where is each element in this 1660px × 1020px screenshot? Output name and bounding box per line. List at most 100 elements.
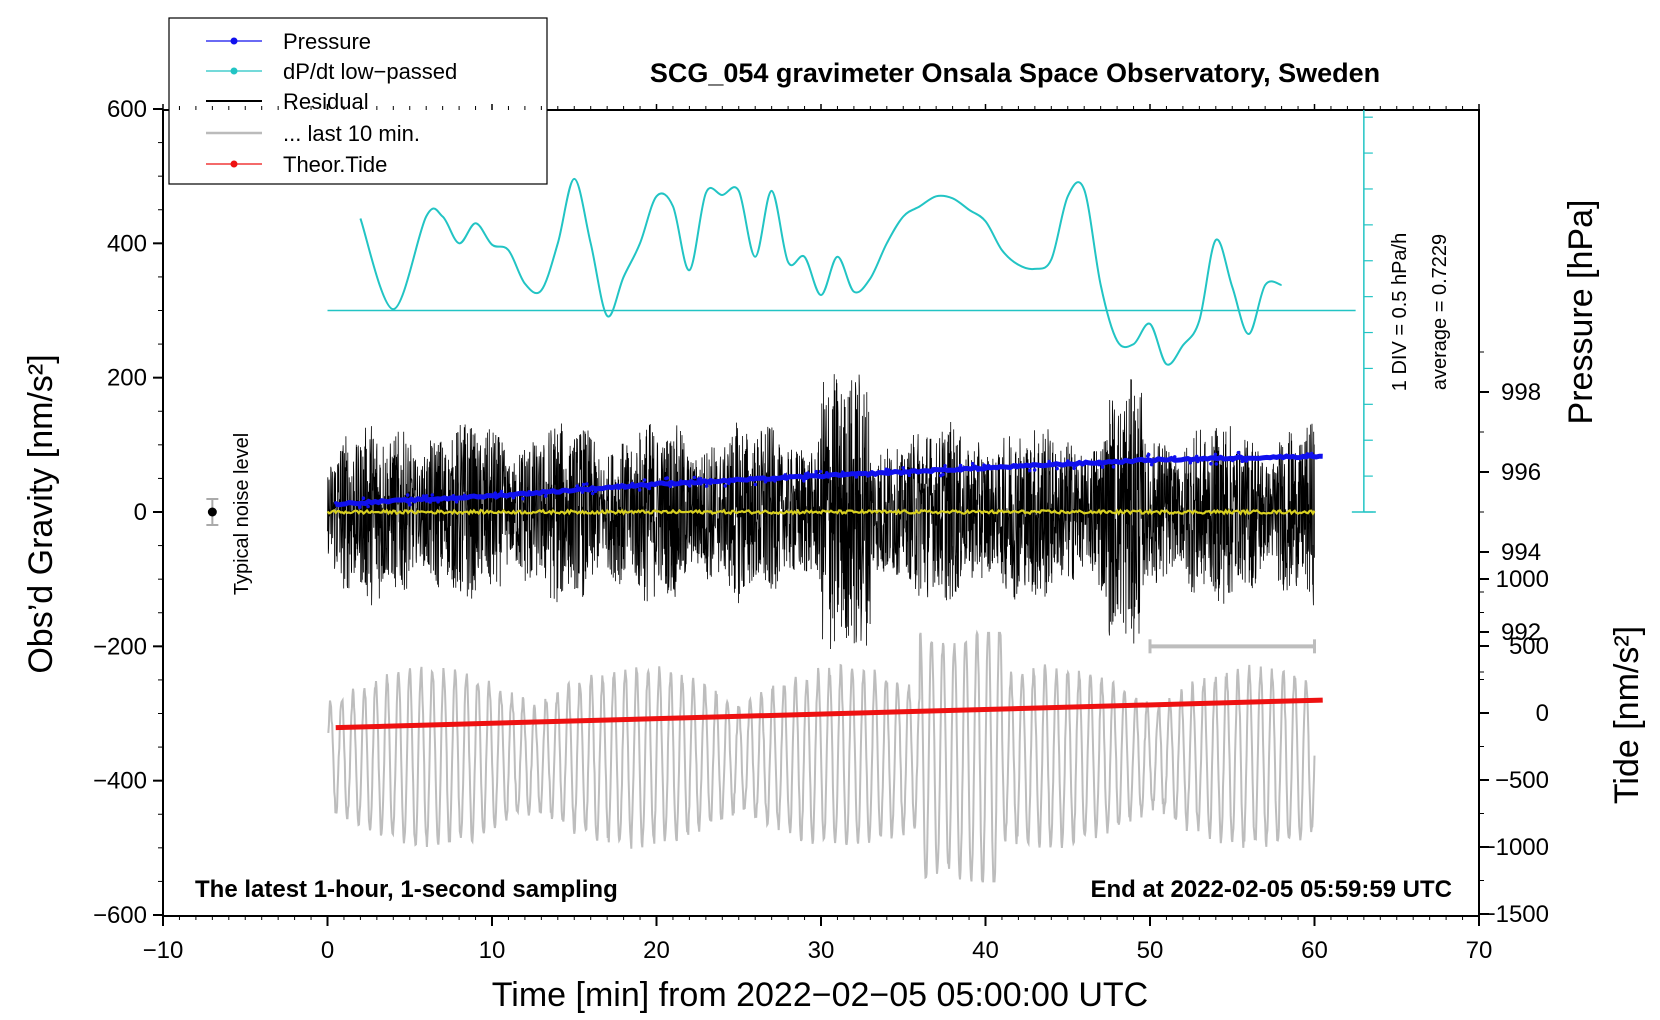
pressure-point	[727, 481, 731, 486]
pressure-point	[676, 482, 681, 486]
x-tick-label: −10	[143, 937, 184, 964]
x-tick-label: 0	[321, 937, 334, 964]
pressure-point	[1230, 458, 1235, 463]
pressure-point	[358, 505, 362, 510]
pressure-point	[462, 493, 467, 498]
pressure-point	[1045, 462, 1050, 467]
pressure-point	[1213, 452, 1218, 457]
pressure-point	[814, 469, 818, 474]
pressure-point	[453, 497, 457, 502]
pressure-point	[886, 468, 890, 473]
pressure-point	[492, 493, 497, 497]
pressure-point	[593, 489, 598, 494]
annotations	[206, 498, 1316, 654]
pressure-point	[679, 479, 683, 484]
pressure-point	[698, 481, 703, 486]
pressure-point	[1194, 454, 1199, 459]
pressure-point	[982, 463, 986, 468]
pressure-point	[763, 479, 768, 484]
pressure-point	[371, 499, 376, 504]
noise-dot	[207, 507, 217, 517]
pressure-point	[408, 502, 412, 507]
tide-tick-label: 500	[1509, 633, 1549, 660]
pressure-point	[581, 482, 586, 487]
pressure-point	[723, 484, 727, 488]
pressure-point	[866, 474, 870, 478]
pressure-point	[1196, 459, 1200, 464]
residual-mean-line	[326, 508, 1316, 516]
pressure-point	[363, 501, 367, 506]
pressure-line	[335, 452, 1323, 508]
pressure-point	[637, 488, 642, 492]
pressure-point	[451, 494, 456, 498]
pressure-point	[976, 468, 980, 473]
legend-tide-dot	[230, 160, 238, 168]
pressure-point	[883, 471, 888, 475]
pressure-point	[1027, 468, 1032, 473]
tide-tick-label: 1000	[1496, 566, 1549, 593]
pressure-point	[511, 495, 516, 500]
pressure-point	[818, 469, 823, 474]
pressure-point	[424, 499, 429, 503]
pressure-point	[1123, 458, 1128, 463]
pressure-point	[361, 496, 366, 501]
pressure-series	[334, 450, 1323, 510]
pressure-point	[494, 496, 498, 500]
pressure-point	[430, 493, 435, 497]
pressure-point	[1304, 453, 1309, 457]
pressure-point	[685, 480, 689, 484]
pressure-point	[1100, 465, 1105, 469]
y-tick-label: 0	[134, 499, 147, 526]
pressure-point	[609, 486, 614, 491]
gravity-gray-line	[327, 629, 1316, 883]
pressure-point	[665, 476, 670, 480]
pressure-point	[1074, 461, 1079, 465]
pressure-point	[366, 504, 370, 509]
pressure-point	[1146, 454, 1150, 459]
pressure-point	[941, 472, 945, 477]
pressure-point	[645, 485, 650, 489]
pressure-point	[436, 499, 440, 504]
pressure-point	[753, 482, 758, 487]
tide-tick-label: −1000	[1482, 834, 1549, 861]
pressure-point	[466, 494, 471, 499]
x-tick-label: 60	[1301, 937, 1328, 964]
legend-dpdt-dot	[230, 67, 238, 75]
y-left-axis-label: Obs’d Gravity [nm/s²]	[22, 354, 60, 673]
pressure-point	[580, 487, 584, 491]
pressure-point	[1111, 465, 1116, 469]
pressure-point	[783, 473, 787, 477]
pressure-point	[394, 498, 399, 503]
pressure-point	[1188, 460, 1193, 465]
pressure-point	[1149, 462, 1154, 467]
left-note: The latest 1-hour, 1-second sampling	[195, 876, 618, 903]
legend-tide-label: Theor.Tide	[283, 152, 387, 177]
pressure-point	[533, 491, 537, 495]
pressure-point	[334, 501, 338, 505]
pressure-point	[424, 494, 429, 498]
pressure-point	[499, 489, 504, 494]
x-tick-label: 70	[1466, 937, 1493, 964]
pressure-point	[696, 477, 701, 482]
legend-last10-label: ... last 10 min.	[283, 121, 420, 146]
pressure-point	[653, 482, 657, 487]
right-note: End at 2022-02-05 05:59:59 UTC	[1091, 876, 1453, 903]
tide-line	[335, 697, 1323, 731]
pressure-point	[488, 494, 493, 499]
legend-pressure-label: Pressure	[283, 29, 371, 54]
pressure-point	[907, 473, 912, 478]
pressure-point	[930, 467, 935, 471]
tide-tick-label: 0	[1536, 700, 1549, 727]
pressure-point	[841, 470, 845, 475]
axis-ticks: −10 0 10 20 30 40 50 60 70 600 400 200 0 −200 −400 −600…	[93, 96, 1549, 964]
legend-residual-label: Residual	[283, 89, 369, 114]
pressure-axis-label: Pressure [hPa]	[1562, 200, 1600, 425]
y-tick-label: 400	[107, 230, 147, 257]
pressure-point	[943, 464, 947, 468]
legend-pressure-dot	[230, 37, 238, 45]
pressure-point	[1241, 459, 1245, 463]
pressure-point	[1297, 456, 1302, 460]
x-tick-label: 50	[1137, 937, 1164, 964]
pressure-point	[1097, 462, 1101, 467]
